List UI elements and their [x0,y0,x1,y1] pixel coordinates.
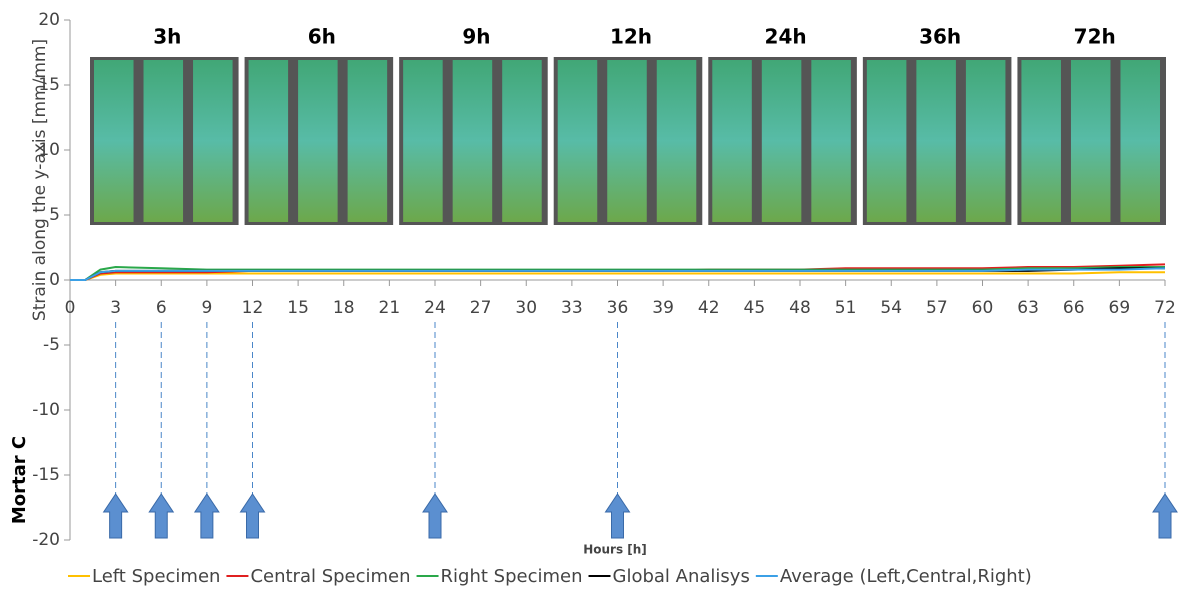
y-tick-label: 20 [38,10,60,30]
series-line [70,265,1165,281]
x-tick-label: 21 [379,298,401,318]
x-tick-label: 60 [972,298,994,318]
annotation-label: 72h [1074,25,1116,49]
specimen-photo [656,60,697,222]
specimen-photo [1070,60,1111,222]
y-axis-label: Strain along the y-axis [mm/mm] [30,39,50,321]
specimen-photo [811,60,851,222]
series-line [70,271,1165,281]
specimen-photo [965,60,1006,222]
y-tick-label: 15 [38,75,60,95]
legend-label: Global Analisys [613,566,750,587]
specimen-photo [452,60,493,222]
x-tick-label: 6 [156,298,167,318]
annotation-arrow [239,493,266,539]
specimen-photo [916,60,956,222]
y-tick-label: -5 [43,335,60,355]
series-line [70,267,1166,281]
specimen-photo [1021,60,1061,222]
specimen-photo [712,60,752,222]
specimen-photo [607,60,647,222]
legend-label: Central Specimen [250,566,410,587]
y-tick-label: -15 [32,465,60,485]
x-tick-label: 9 [201,298,212,318]
annotation-label: 6h [308,25,336,49]
specimen-photo [403,60,443,222]
specimen-photo [866,60,907,222]
x-tick-label: 54 [880,298,902,318]
x-tick-label: 33 [561,298,583,318]
x-tick-label: 0 [65,298,76,318]
annotation-arrow [1152,493,1178,539]
y-tick-label: 0 [49,270,60,290]
x-tick-label: 45 [744,298,766,318]
annotation-arrow [148,493,175,539]
x-tick-label: 63 [1017,298,1039,318]
legend-label: Left Specimen [92,566,220,587]
legend-label: Average (Left,Central,Right) [780,566,1032,587]
legend-label: Right Specimen [441,566,583,587]
specimen-photo [1120,60,1160,222]
x-tick-label: 18 [333,298,355,318]
y-tick-label: -20 [32,530,60,550]
annotation-label: 36h [919,25,961,49]
x-tick-label: 69 [1109,298,1131,318]
specimen-photo [761,60,802,222]
annotation-label: 24h [765,25,807,49]
side-label: Mortar C [9,436,30,524]
specimen-photo [502,60,542,222]
x-tick-label: 15 [287,298,309,318]
x-tick-label: 36 [607,298,629,318]
annotation-arrow [102,493,129,539]
specimen-photo [298,60,338,222]
x-tick-label: 48 [789,298,811,318]
x-tick-label: 42 [698,298,720,318]
x-tick-label: 27 [470,298,492,318]
specimen-photo [193,60,233,222]
annotation-label: 9h [462,25,490,49]
x-tick-label: 24 [424,298,446,318]
specimen-photo [143,60,184,222]
annotation-label: 12h [610,25,652,49]
x-tick-label: 3 [110,298,121,318]
annotation-label: 3h [153,25,181,49]
x-tick-label: 51 [835,298,857,318]
series-line [70,263,1166,281]
specimen-photo [557,60,598,222]
specimen-photo [347,60,388,222]
specimen-photo [94,60,134,222]
x-axis-label: Hours [h] [583,543,647,557]
x-tick-label: 39 [652,298,674,318]
x-tick-label: 72 [1154,298,1176,318]
y-tick-label: 10 [38,140,60,160]
annotation-arrow [422,493,448,539]
y-tick-label: 5 [49,205,60,225]
x-tick-label: 57 [926,298,948,318]
x-tick-label: 30 [515,298,537,318]
y-tick-label: -10 [32,400,60,420]
x-tick-label: 12 [242,298,264,318]
x-tick-label: 66 [1063,298,1085,318]
annotation-arrow [604,493,631,539]
annotation-arrow [193,493,220,539]
specimen-photo [248,60,289,222]
